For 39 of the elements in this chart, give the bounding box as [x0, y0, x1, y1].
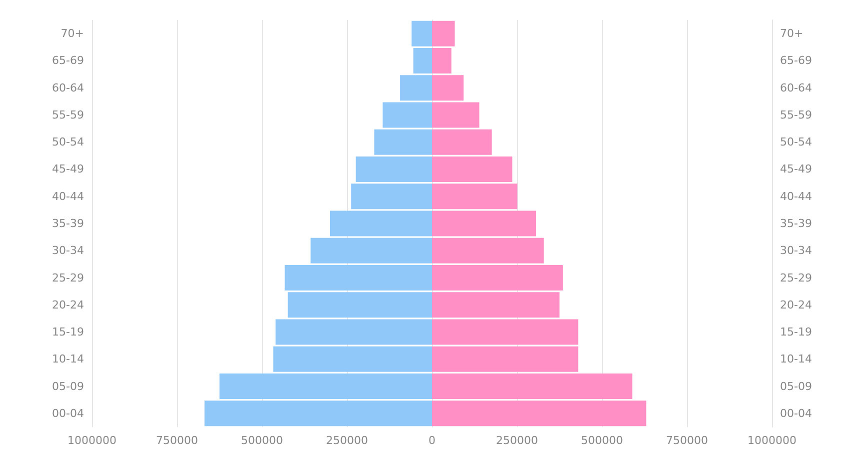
- y-tick-label: 50-54: [780, 136, 812, 149]
- category-label: 25-29: [52, 271, 84, 284]
- y-tick-label: 55-59: [780, 108, 812, 122]
- y-tick-label: 05-09: [780, 380, 812, 393]
- y-tick-label: 00-04: [780, 406, 812, 420]
- category-label: 20-24: [52, 298, 84, 312]
- x-tick-label: 750000: [666, 434, 708, 447]
- category-label: 10-14: [52, 352, 84, 366]
- y-tick-label: 35-39: [780, 217, 812, 230]
- category-label: 65-69: [52, 54, 84, 68]
- x-tick-label: 500000: [241, 434, 283, 447]
- x-tick-label: 750000: [156, 434, 198, 447]
- y-tick-label: 70+: [780, 27, 804, 40]
- y-tick-label: 40-44: [780, 190, 812, 203]
- y-tick-label: 65-69: [780, 54, 812, 68]
- y-tick-label: 30-34: [780, 244, 812, 258]
- x-tick-label: 500000: [581, 434, 623, 447]
- y-tick-label: 10-14: [780, 352, 812, 366]
- x-tick-label: 0: [428, 434, 436, 447]
- y-tick-label: 20-24: [780, 298, 812, 312]
- category-label: 45-49: [52, 162, 84, 176]
- category-label: 50-54: [52, 136, 84, 149]
- x-tick-label: 1000000: [748, 434, 796, 447]
- category-label: 00-04: [52, 406, 84, 420]
- category-label: 70+: [60, 27, 84, 40]
- category-label: 40-44: [52, 190, 84, 203]
- category-label: 30-34: [52, 244, 84, 258]
- category-label: 60-64: [52, 81, 84, 94]
- y-tick-label: 25-29: [780, 271, 812, 284]
- x-tick-label: 250000: [496, 434, 538, 447]
- y-tick-label: 45-49: [780, 162, 812, 176]
- category-label: 05-09: [52, 380, 84, 393]
- y-tick-label: 60-64: [780, 81, 812, 94]
- category-label: 35-39: [52, 217, 84, 230]
- category-label: 55-59: [52, 108, 84, 122]
- y-tick-label: 15-19: [780, 326, 812, 339]
- category-label: 15-19: [52, 326, 84, 339]
- x-tick-label: 250000: [326, 434, 368, 447]
- x-tick-label: 1000000: [68, 434, 116, 447]
